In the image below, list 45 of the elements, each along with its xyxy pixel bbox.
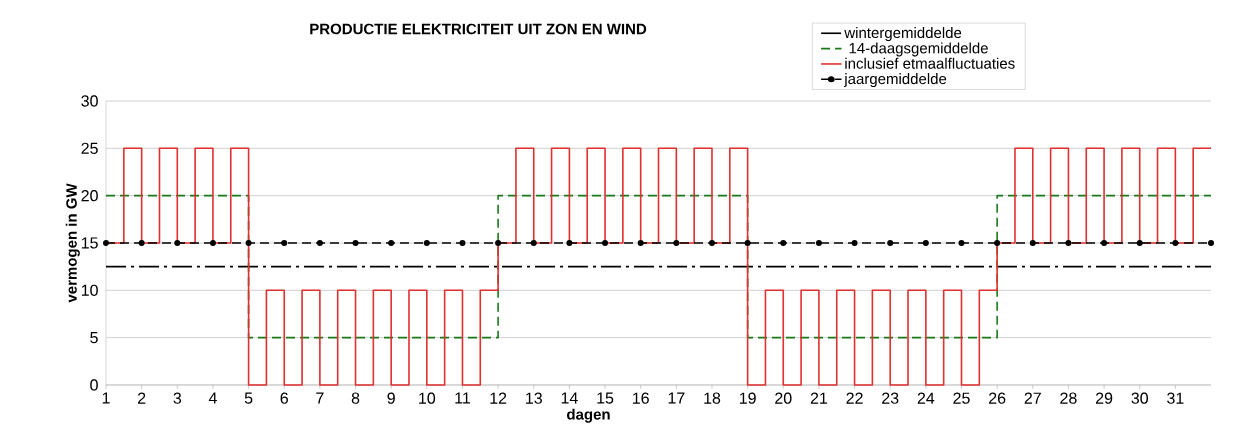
x-tick-label: 15	[597, 392, 614, 404]
x-tick-label: 16	[633, 392, 649, 404]
x-tick-label: 1	[102, 392, 110, 404]
legend-label: 14-daagsgemiddelde	[849, 42, 988, 57]
x-tick-label: 12	[490, 392, 507, 404]
x-tick-label: 22	[846, 392, 863, 404]
x-tick-label: 10	[419, 392, 436, 404]
x-tick-label: 8	[351, 392, 360, 404]
y-tick-label: 5	[90, 332, 98, 344]
y-tick-label: 20	[81, 189, 98, 202]
x-tick-label: 7	[316, 392, 324, 404]
x-tick-label: 13	[526, 392, 542, 404]
x-tick-label: 17	[668, 392, 685, 404]
x-tick-label: 21	[810, 392, 828, 404]
y-tick-label: 0	[90, 379, 98, 391]
x-tick-label: 14	[561, 392, 578, 404]
legend-label: wintergemiddelde	[844, 27, 962, 42]
y-tick-label: 15	[81, 237, 98, 249]
x-tick-label: 29	[1095, 392, 1113, 404]
y-tick-label: 30	[81, 95, 98, 107]
x-tick-label: 27	[1024, 392, 1041, 404]
x-tick-label: 30	[1131, 392, 1148, 404]
x-tick-label: 6	[280, 392, 288, 404]
y-tick-label: 10	[81, 284, 98, 296]
y-tick-label: 25	[81, 142, 98, 154]
x-tick-label: 24	[917, 392, 935, 404]
x-tick-label: 28	[1060, 392, 1077, 404]
x-tick-label: 3	[173, 392, 182, 404]
x-tick-label: 31	[1167, 392, 1184, 404]
x-tick-label: 20	[775, 392, 792, 404]
legend-label: inclusief etmaalfluctuaties	[845, 57, 1015, 69]
x-tick-label: 18	[704, 392, 721, 404]
x-tick-label: 2	[138, 392, 146, 404]
x-tick-label: 4	[208, 392, 217, 404]
x-tick-label: 26	[989, 392, 1006, 404]
x-tick-label: 5	[244, 392, 253, 404]
chart-title: PRODUCTIE ELEKTRICITEIT UIT ZON EN WIND	[310, 23, 647, 35]
x-tick-label: 19	[739, 392, 756, 404]
x-axis-title: dagen	[567, 408, 610, 423]
y-axis-title: vermogen in GW	[65, 183, 80, 303]
x-tick-label: 25	[953, 392, 970, 404]
x-tick-label: 11	[455, 392, 470, 404]
x-tick-label: 9	[387, 392, 395, 404]
x-tick-label: 23	[882, 392, 899, 404]
legend-label: jaargemiddelde	[843, 73, 947, 88]
